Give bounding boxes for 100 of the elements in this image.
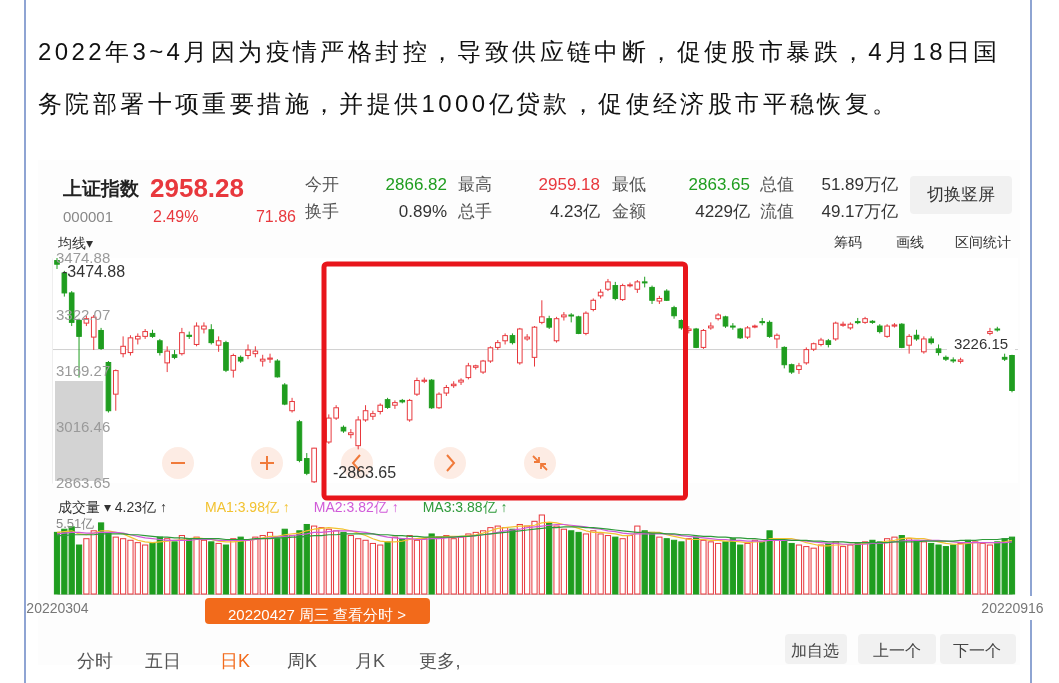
- bar: [164, 538, 171, 595]
- candlestick: [127, 334, 134, 357]
- candlestick: [120, 335, 126, 358]
- text: 4229亿: [695, 202, 750, 222]
- candlestick: [899, 322, 905, 349]
- candlestick: [303, 452, 310, 476]
- bar: [509, 528, 516, 595]
- candlestick: [98, 327, 104, 351]
- candlestick: [392, 399, 398, 410]
- candlestick: [561, 311, 567, 322]
- bar: [384, 541, 391, 595]
- candlestick: [796, 362, 802, 375]
- candlestick: [539, 299, 545, 325]
- series-label: MA3:3.88亿 ↑: [422, 498, 508, 515]
- text: 4.23亿: [549, 202, 600, 222]
- candlestick: [370, 410, 376, 421]
- text: 切换竖屏: [927, 185, 995, 205]
- text: 加自选: [791, 642, 839, 660]
- bar: [399, 538, 406, 595]
- text: 49.17万亿: [821, 202, 898, 222]
- bar: [222, 544, 230, 595]
- bar: [288, 535, 296, 595]
- bar: [656, 536, 663, 595]
- x-tick-label: 20220304: [26, 599, 89, 616]
- candlestick: [274, 358, 281, 379]
- text: 月K: [354, 650, 386, 671]
- ref-line-label: 3226.15: [953, 335, 1009, 353]
- bar: [913, 539, 920, 595]
- annotation: -3474.88: [62, 263, 126, 281]
- text: 0.89%: [398, 202, 447, 222]
- bar: [906, 538, 913, 595]
- text: 2866.82: [385, 175, 447, 195]
- text: 总手: [457, 202, 492, 222]
- text: 分时: [77, 650, 113, 671]
- bar: [391, 536, 399, 595]
- bar: [964, 539, 972, 595]
- text: 20220427 周三 查看分时 >: [227, 605, 407, 623]
- candlestick: [112, 368, 119, 412]
- text: 下一个: [953, 642, 1001, 660]
- text: 周K: [286, 650, 318, 671]
- candlestick: [230, 353, 237, 379]
- y-tick-label: 2863.65: [56, 474, 111, 492]
- candlestick: [164, 345, 170, 373]
- bar: [957, 542, 964, 595]
- series-label: MA1:3.98亿 ↑: [205, 498, 290, 515]
- text: 71.86: [255, 208, 297, 226]
- bar: [612, 536, 619, 595]
- text: 2863.65: [688, 175, 750, 195]
- candlestick: [781, 345, 788, 369]
- text: 今开: [305, 175, 339, 195]
- bar: [685, 538, 692, 595]
- bar: [920, 541, 927, 595]
- text: 最高: [458, 175, 492, 195]
- bar: [237, 536, 244, 595]
- text: 流值: [760, 202, 794, 222]
- bar: [230, 538, 237, 595]
- text: 上证指数: [62, 178, 140, 200]
- bar: [208, 541, 215, 595]
- candlestick: [208, 323, 215, 345]
- text: 51.89万亿: [821, 175, 898, 195]
- text: 日K: [219, 650, 251, 671]
- bar: [861, 541, 869, 595]
- text: 筹码: [834, 233, 862, 250]
- text: 画线: [896, 233, 924, 250]
- candlestick: [906, 333, 912, 355]
- bar: [215, 542, 222, 595]
- chart-title: 成交量 ▾ 4.23亿 ↑: [58, 498, 167, 515]
- text: 换手: [305, 202, 339, 222]
- candlestick: [583, 310, 589, 336]
- annotation: -2863.65: [333, 464, 397, 482]
- series-label: MA2:3.82亿 ↑: [313, 498, 399, 515]
- bar: [340, 531, 347, 595]
- text: 2958.28: [150, 172, 244, 203]
- candlestick: [406, 398, 413, 423]
- candlestick: [612, 281, 619, 301]
- candlestick: [458, 377, 464, 386]
- bar: [854, 542, 861, 595]
- bar: [693, 536, 700, 595]
- text: 五日: [145, 650, 181, 671]
- text: 000001: [63, 207, 114, 225]
- bar: [178, 535, 185, 595]
- text: 最低: [612, 175, 646, 195]
- text: 区间统计: [955, 233, 1011, 250]
- x-tick-label: 20220916: [981, 599, 1044, 616]
- text: 2022年3~4月因为疫情严格封控，导致供应链中断，促使股市暴跌，4月18日国务院部署十项重要措施，并提供1000亿贷款，促使经济股市平稳恢复。: [38, 37, 1002, 119]
- bar: [825, 542, 832, 595]
- candlestick: [987, 327, 993, 336]
- annotation: 5.51亿: [56, 516, 95, 532]
- bar: [773, 538, 781, 595]
- candlestick: [502, 332, 508, 345]
- text: 2.49%: [153, 208, 199, 226]
- candlestick: [553, 316, 560, 344]
- text: 均线▾: [57, 234, 93, 251]
- candlestick: [700, 328, 707, 350]
- bar: [171, 541, 178, 595]
- bar: [898, 535, 905, 595]
- text: 上一个: [873, 642, 921, 660]
- text: 更多,: [419, 650, 461, 671]
- bar: [546, 522, 553, 595]
- text: 总值: [759, 175, 794, 195]
